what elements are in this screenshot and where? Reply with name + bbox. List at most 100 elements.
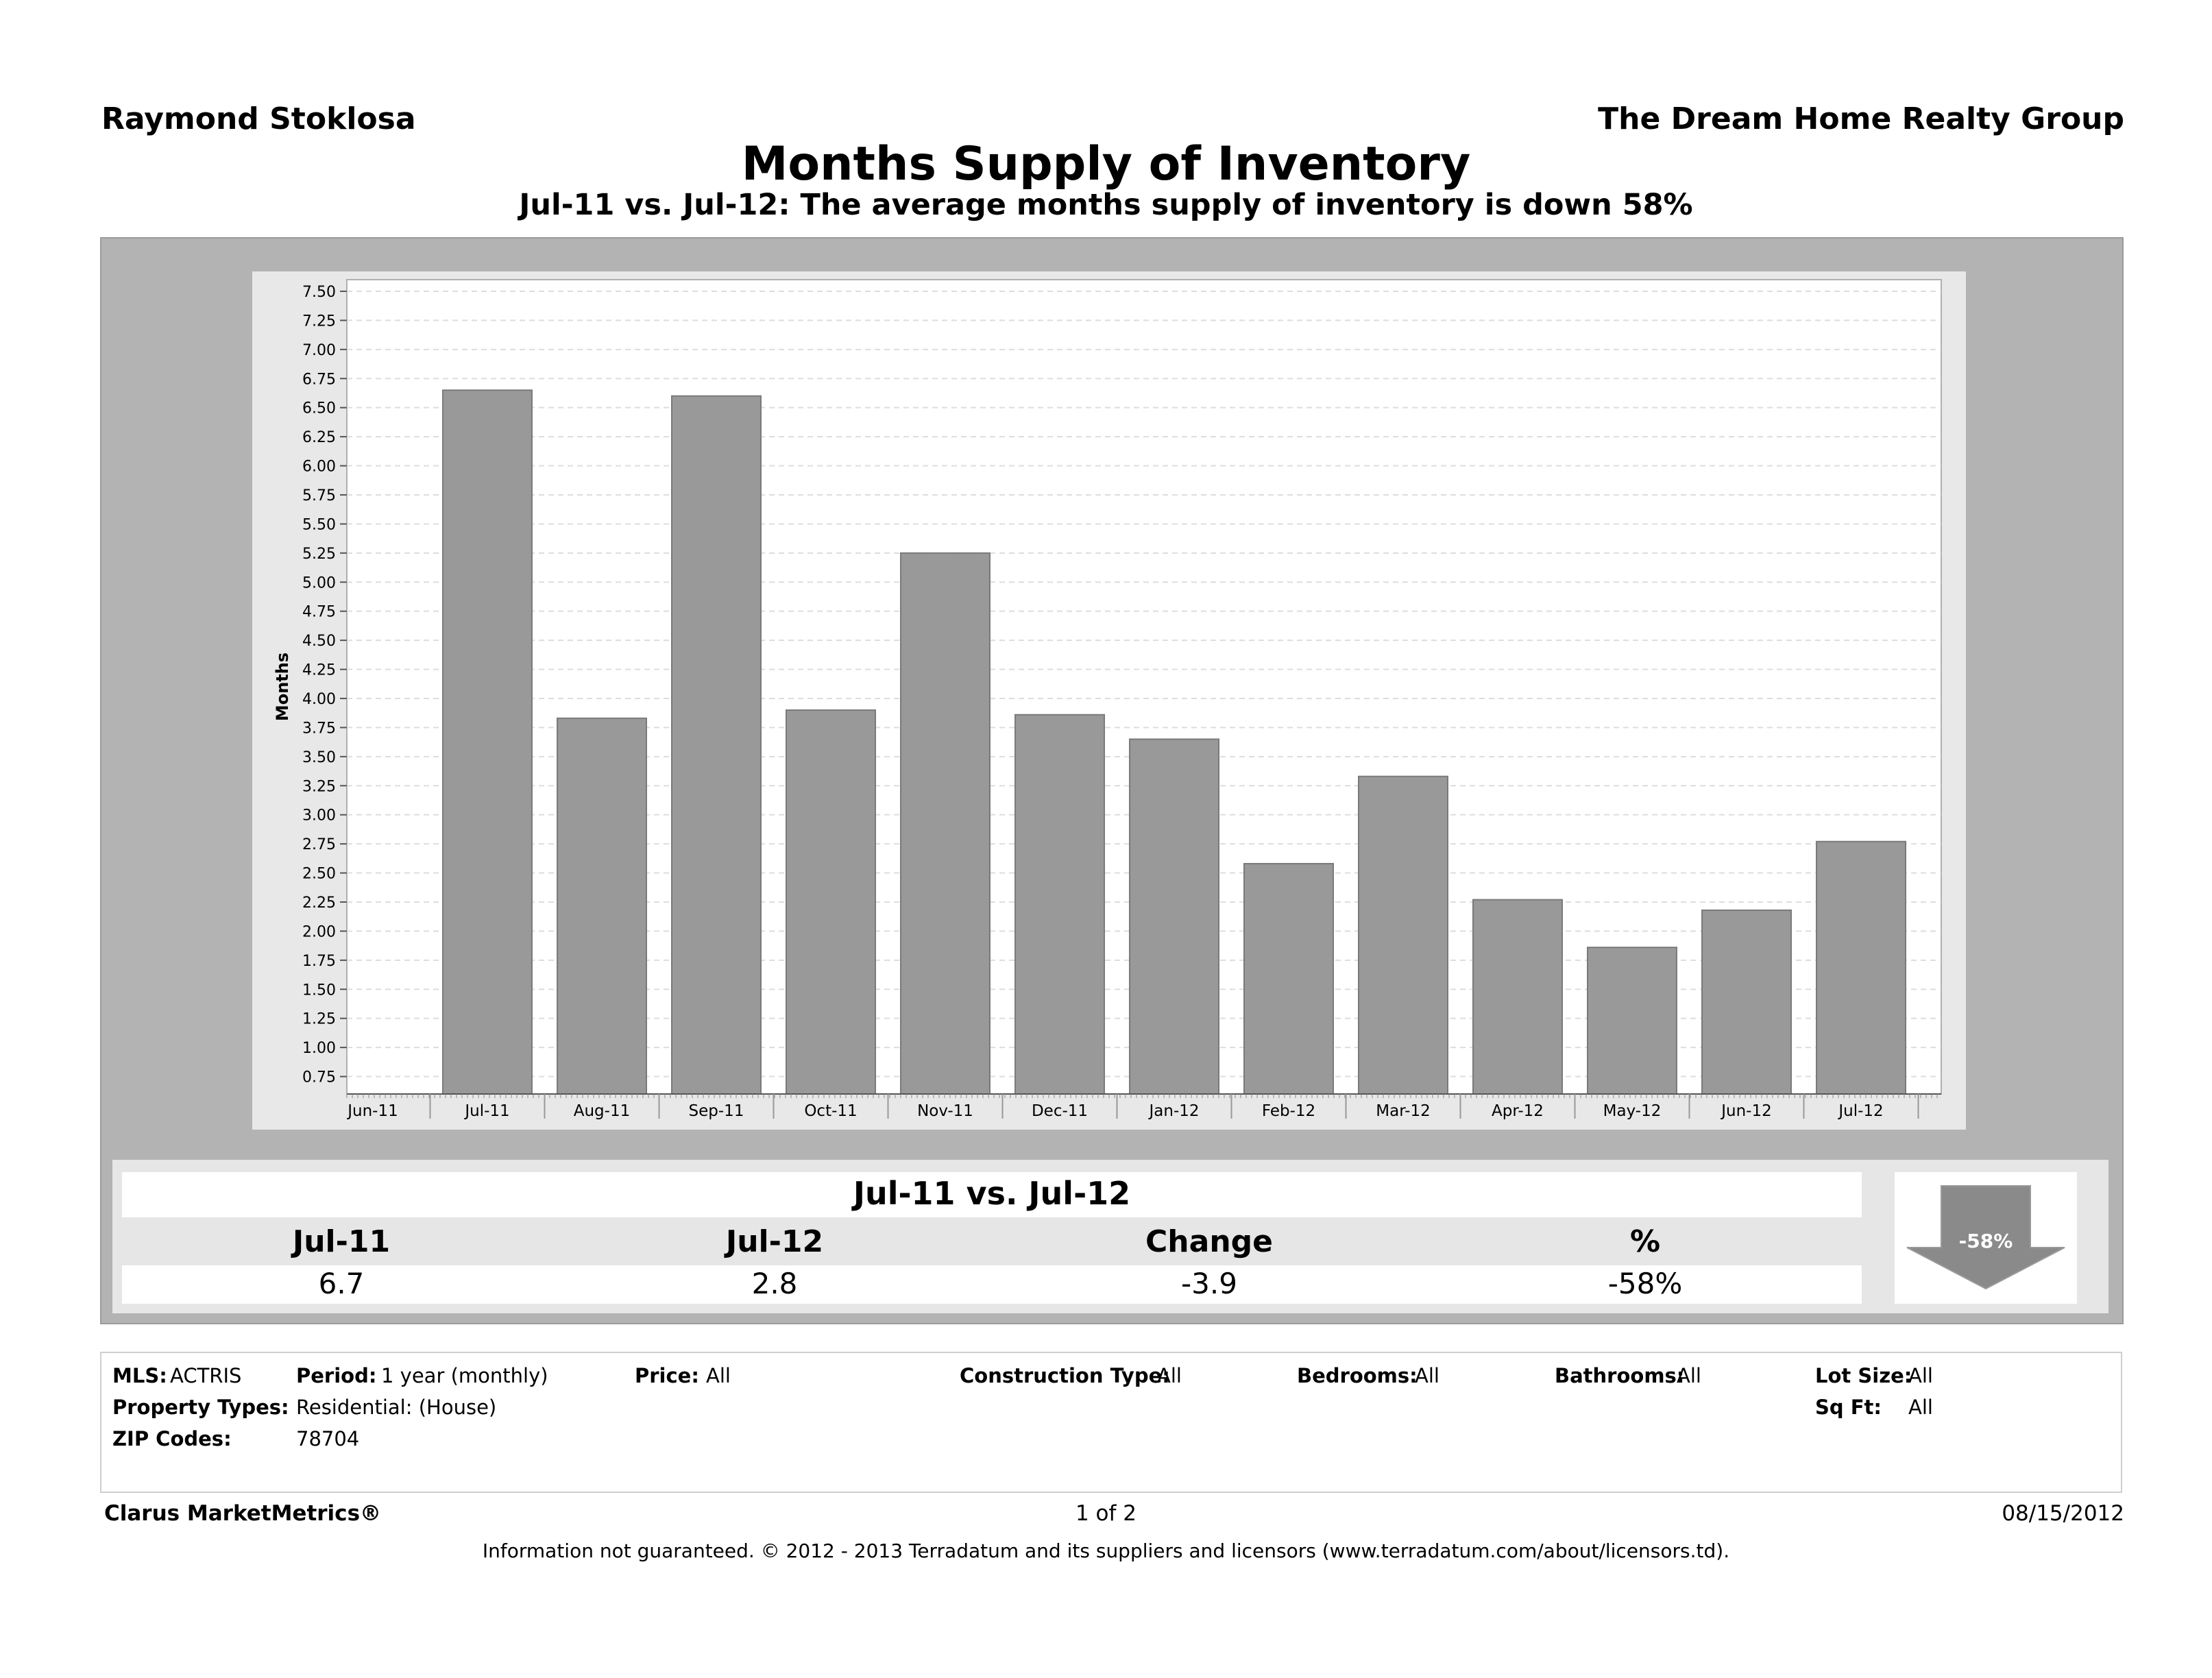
bar-jul-12: [1816, 840, 1906, 1095]
summary-header-jul-11: Jul-11: [292, 1224, 391, 1259]
x-tick-label: Oct-11: [804, 1102, 857, 1120]
price-label: Price:: [635, 1364, 699, 1387]
mls-label: MLS:: [112, 1364, 167, 1387]
zip-codes-value: 78704: [296, 1427, 360, 1450]
x-tick-label: Apr-12: [1492, 1102, 1544, 1120]
summary-value-jul-12: 2.8: [751, 1267, 798, 1300]
summary-header-percent: %: [1629, 1224, 1661, 1259]
x-tick-label: May-12: [1603, 1102, 1662, 1120]
y-tick-label: 3.25: [302, 778, 336, 795]
y-tick-label: 3.50: [302, 749, 336, 766]
y-tick-label: 4.00: [302, 691, 336, 708]
footer-disclaimer: Information not guaranteed. © 2012 - 201…: [482, 1540, 1730, 1562]
summary-header-change: Change: [1145, 1224, 1273, 1259]
y-tick-label: 2.50: [302, 866, 336, 883]
period-value: 1 year (monthly): [381, 1364, 548, 1387]
bar-may-12: [1587, 947, 1677, 1095]
y-tick-label: 2.25: [302, 895, 336, 912]
price-value: All: [706, 1364, 731, 1387]
y-tick-label: 5.50: [302, 516, 336, 533]
construction-type-label: Construction Type:: [960, 1364, 1170, 1387]
y-tick-label: 6.75: [302, 371, 336, 388]
summary-value-jul-11: 6.7: [318, 1267, 365, 1300]
bar-jul-11: [442, 389, 533, 1095]
bar-jun-12: [1701, 909, 1792, 1095]
footer-brand: Clarus MarketMetrics®: [104, 1501, 382, 1526]
bathrooms-value: All: [1677, 1364, 1701, 1387]
footer-date: 08/15/2012: [2002, 1501, 2124, 1526]
x-tick-label: Feb-12: [1262, 1102, 1315, 1120]
lot-size-value: All: [1908, 1364, 1933, 1387]
criteria-box: [100, 1352, 2122, 1493]
bar-chart: 0.75 1.00 1.25 1.50 1.75 2.00 2.25 2.50 2.75 3.00…: [273, 279, 1942, 1120]
x-tick-label: Nov-11: [917, 1102, 973, 1120]
change-indicator: -58%: [1895, 1172, 2077, 1304]
company-name: The Dream Home Realty Group: [1598, 101, 2124, 136]
x-tick-label: Sep-11: [689, 1102, 744, 1120]
y-tick-label: 4.25: [302, 662, 336, 679]
bar-mar-12: [1358, 775, 1448, 1095]
x-tick-label: Jul-11: [463, 1102, 509, 1120]
bar-aug-11: [557, 717, 647, 1095]
summary-value-percent: -58%: [1607, 1267, 1683, 1300]
y-tick-label: 5.25: [302, 546, 336, 563]
bathrooms-label: Bathrooms:: [1555, 1364, 1685, 1387]
bar-apr-12: [1472, 899, 1563, 1095]
summary-title-box: [122, 1172, 1862, 1217]
y-tick-label: 6.00: [302, 459, 336, 476]
chart-panel: 0.75 1.00 1.25 1.50 1.75 2.00 2.25 2.50 2.75 3.00…: [252, 271, 1966, 1130]
mls-value: ACTRIS: [170, 1364, 242, 1387]
property-types-label: Property Types:: [112, 1396, 289, 1419]
y-tick-label: 3.75: [302, 720, 336, 737]
bar-feb-12: [1243, 862, 1334, 1095]
y-tick-label: 6.25: [302, 429, 336, 446]
y-tick-label: 1.50: [302, 982, 336, 999]
summary-value-change: -3.9: [1181, 1267, 1237, 1300]
summary-title: Jul-11 vs. Jul-12: [853, 1175, 1131, 1212]
y-tick-label: 6.50: [302, 400, 336, 417]
x-tick-label: Mar-12: [1376, 1102, 1431, 1120]
y-axis-label: Months: [273, 653, 292, 721]
y-tick-label: 7.00: [302, 342, 336, 359]
y-tick-label: 5.00: [302, 574, 336, 592]
bar-sep-11: [671, 395, 762, 1095]
y-tick-label: 1.75: [302, 953, 336, 970]
summary-header-jul-12: Jul-12: [725, 1224, 824, 1259]
bar-oct-11: [786, 709, 876, 1095]
page-title: Months Supply of Inventory: [741, 137, 1471, 191]
construction-type-value: All: [1157, 1364, 1182, 1387]
down-arrow-icon: -58%: [1906, 1185, 2065, 1290]
y-tick-label: 4.75: [302, 604, 336, 621]
period-label: Period:: [296, 1364, 377, 1387]
page-subtitle: Jul-11 vs. Jul-12: The average months su…: [519, 188, 1693, 222]
summary-values-box: [122, 1265, 1862, 1304]
bedrooms-label: Bedrooms:: [1297, 1364, 1418, 1387]
footer-page-number: 1 of 2: [1075, 1501, 1137, 1526]
zip-codes-label: ZIP Codes:: [112, 1427, 232, 1450]
y-tick-label: 7.50: [302, 284, 336, 301]
arrow-percent-label: -58%: [1959, 1230, 2013, 1252]
x-tick-label: Jun-11: [346, 1102, 398, 1120]
sq-ft-value: All: [1908, 1396, 1933, 1419]
x-tick-label: Dec-11: [1032, 1102, 1088, 1120]
y-tick-label: 7.25: [302, 313, 336, 330]
bar-nov-11: [900, 552, 990, 1095]
x-tick-label: Jan-12: [1147, 1102, 1199, 1120]
bar-jan-12: [1129, 738, 1219, 1095]
property-types-value: Residential: (House): [296, 1396, 497, 1419]
y-tick-label: 1.25: [302, 1011, 336, 1028]
bedrooms-value: All: [1415, 1364, 1439, 1387]
y-tick-label: 1.00: [302, 1040, 336, 1057]
sq-ft-label: Sq Ft:: [1815, 1396, 1882, 1419]
y-tick-label: 0.75: [302, 1069, 336, 1086]
y-tick-label: 4.50: [302, 633, 336, 650]
y-tick-label: 2.75: [302, 836, 336, 853]
x-tick-label: Jul-12: [1837, 1102, 1883, 1120]
agent-name: Raymond Stoklosa: [101, 101, 416, 136]
y-tick-label: 2.00: [302, 923, 336, 940]
y-tick-label: 5.75: [302, 487, 336, 504]
y-tick-label: 3.00: [302, 807, 336, 825]
x-tick-label: Jun-12: [1720, 1102, 1772, 1120]
bar-dec-11: [1014, 714, 1105, 1095]
lot-size-label: Lot Size:: [1815, 1364, 1912, 1387]
